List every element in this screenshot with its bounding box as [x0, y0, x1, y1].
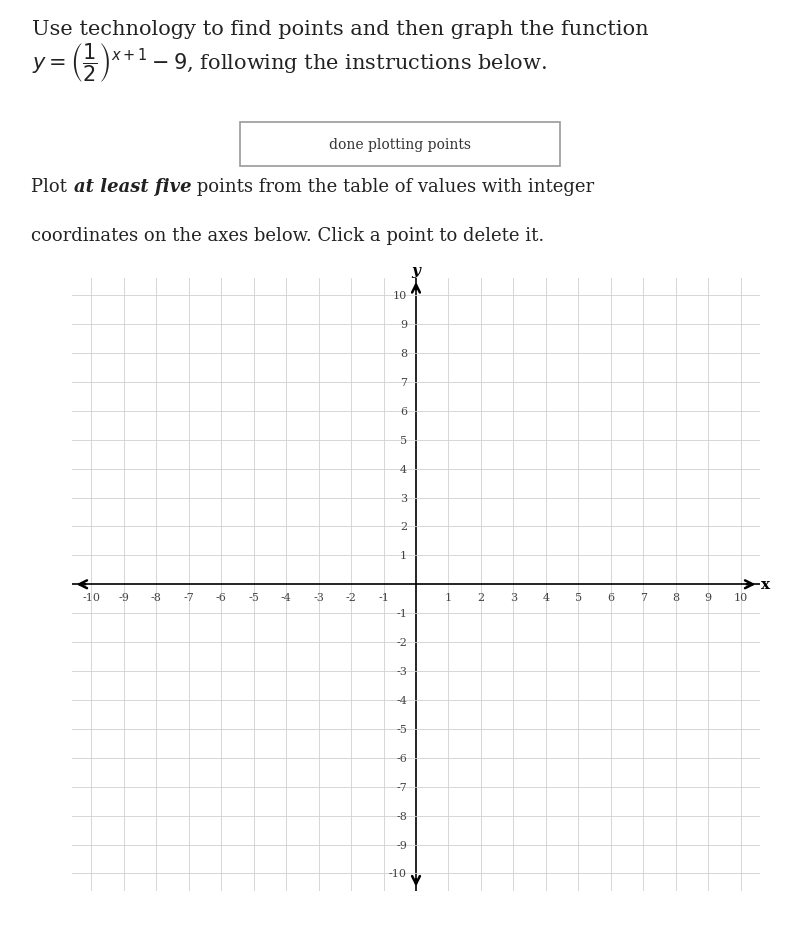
Text: done plotting points: done plotting points: [329, 137, 471, 152]
Text: 5: 5: [574, 593, 582, 602]
Text: 4: 4: [400, 464, 407, 474]
Text: -5: -5: [248, 593, 259, 602]
Text: -9: -9: [118, 593, 130, 602]
Text: 9: 9: [705, 593, 712, 602]
Text: y: y: [411, 264, 421, 277]
Text: 4: 4: [542, 593, 550, 602]
FancyBboxPatch shape: [240, 122, 560, 167]
Text: 10: 10: [734, 593, 748, 602]
Text: 9: 9: [400, 319, 407, 329]
Text: 3: 3: [400, 493, 407, 503]
Text: -8: -8: [151, 593, 162, 602]
Text: 8: 8: [672, 593, 679, 602]
Text: -2: -2: [346, 593, 357, 602]
Text: Plot: Plot: [31, 178, 73, 196]
Text: -10: -10: [389, 869, 407, 879]
Text: 2: 2: [400, 522, 407, 532]
Text: 10: 10: [393, 290, 407, 301]
Text: -7: -7: [396, 782, 407, 792]
Text: -1: -1: [378, 593, 389, 602]
Text: -7: -7: [183, 593, 194, 602]
Text: 7: 7: [400, 378, 407, 387]
Text: -4: -4: [396, 695, 407, 705]
Text: -6: -6: [396, 753, 407, 763]
Text: -5: -5: [396, 724, 407, 734]
Text: 8: 8: [400, 349, 407, 358]
Text: -4: -4: [281, 593, 292, 602]
Text: -10: -10: [82, 593, 101, 602]
Text: -3: -3: [396, 666, 407, 677]
Text: -9: -9: [396, 840, 407, 850]
Text: 5: 5: [400, 435, 407, 445]
Text: 1: 1: [445, 593, 452, 602]
Text: Use technology to find points and then graph the function: Use technology to find points and then g…: [32, 20, 649, 39]
Text: $y = \left(\dfrac{1}{2}\right)^{x+1} - 9$, following the instructions below.: $y = \left(\dfrac{1}{2}\right)^{x+1} - 9…: [32, 41, 547, 84]
Text: coordinates on the axes below. Click a point to delete it.: coordinates on the axes below. Click a p…: [31, 227, 545, 245]
Text: 6: 6: [607, 593, 614, 602]
Text: -1: -1: [396, 609, 407, 619]
Text: -6: -6: [216, 593, 226, 602]
Text: x: x: [761, 577, 770, 592]
Text: at least five: at least five: [74, 178, 191, 196]
Text: 3: 3: [510, 593, 517, 602]
Text: -8: -8: [396, 811, 407, 820]
Text: 6: 6: [400, 406, 407, 417]
Text: 7: 7: [640, 593, 646, 602]
Text: -3: -3: [314, 593, 324, 602]
Text: 2: 2: [478, 593, 485, 602]
Text: 1: 1: [400, 550, 407, 561]
Text: points from the table of values with integer: points from the table of values with int…: [191, 178, 594, 196]
Text: -2: -2: [396, 638, 407, 648]
